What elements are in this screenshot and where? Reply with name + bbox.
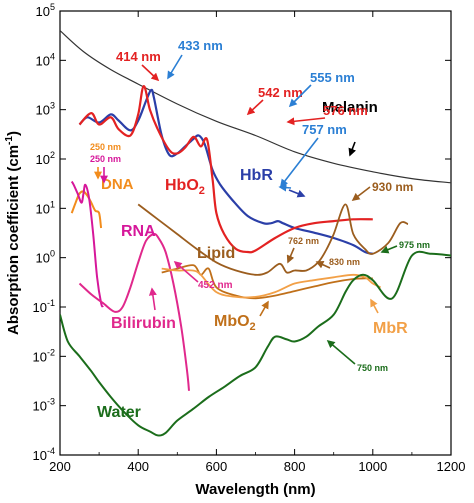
y-tick-label: 102 — [36, 150, 55, 167]
y-tick-label: 10-1 — [33, 298, 55, 315]
series-label: MbO2 — [214, 313, 256, 333]
annotation-arrow — [278, 183, 292, 192]
plot-frame — [59, 10, 452, 456]
annotation-arrow — [167, 54, 183, 80]
series-line-hbo2 — [78, 84, 373, 254]
annotation-arrow — [280, 137, 319, 188]
annotation-label: 250 nm — [90, 142, 121, 152]
x-tick-label: 800 — [284, 459, 306, 474]
annotation-label: 452 nm — [198, 280, 233, 291]
series-label: Water — [97, 404, 141, 421]
annotation-label: 250 nm — [90, 154, 121, 164]
annotation-label: 762 nm — [288, 236, 319, 246]
x-tick-label: 400 — [127, 459, 149, 474]
annotation-arrow — [259, 300, 269, 317]
series-line-mbo2 — [161, 264, 373, 300]
y-tick-label: 10-2 — [33, 347, 55, 364]
annotation-arrow — [148, 287, 157, 311]
annotation-label: 542 nm — [258, 85, 303, 100]
x-axis-title: Wavelength (nm) — [195, 481, 315, 498]
annotation-arrow — [326, 339, 356, 365]
series-label: RNA — [121, 223, 156, 240]
annotation-label: 555 nm — [310, 70, 355, 85]
annotation-arrow — [246, 99, 264, 116]
annotation-label: 750 nm — [357, 363, 388, 373]
annotation-arrow — [173, 260, 199, 283]
series-label: HbO2 — [165, 177, 205, 197]
series-line-lipid — [137, 203, 409, 276]
annotation-arrow — [141, 64, 160, 82]
y-tick-label: 10-4 — [33, 446, 55, 463]
series-label: Melanin — [322, 99, 378, 116]
y-tick-label: 104 — [36, 51, 55, 68]
x-tick-label: 200 — [49, 459, 71, 474]
series-line-mbr — [161, 267, 382, 299]
annotation-arrow — [370, 298, 379, 314]
annotation-label: 830 nm — [329, 257, 360, 267]
y-tick-label: 100 — [36, 249, 55, 266]
annotation-arrow — [351, 186, 371, 201]
annotation-label: 433 nm — [178, 38, 223, 53]
x-tick-label: 600 — [206, 459, 228, 474]
y-tick-label: 105 — [36, 2, 55, 19]
series-line-water — [60, 250, 451, 437]
annotation-arrow — [380, 245, 398, 254]
annotation-arrow — [286, 247, 295, 264]
annotation-arrow — [348, 141, 357, 157]
series-label: MbR — [373, 320, 408, 337]
y-tick-label: 103 — [36, 101, 55, 118]
y-tick-label: 101 — [36, 199, 55, 216]
series-label: DNA — [101, 176, 134, 193]
y-axis-title: Absorption coefficient (cm-1) — [4, 131, 22, 335]
x-tick-label: 1000 — [358, 459, 387, 474]
annotation-label: 576 nm — [323, 103, 368, 118]
series-line-melanin — [60, 30, 451, 184]
series-label: Bilirubin — [111, 315, 176, 332]
series-label: HbR — [240, 167, 273, 184]
annotation-label: 757 nm — [302, 122, 347, 137]
series-line-bilirubin — [78, 233, 190, 391]
annotation-arrow — [315, 261, 331, 269]
annotation-arrow — [288, 84, 312, 108]
annotation-arrow — [286, 117, 326, 126]
x-tick-label: 1200 — [437, 459, 466, 474]
annotation-label: 975 nm — [399, 240, 430, 250]
series-line-dna — [70, 190, 103, 229]
series-line-rna — [70, 180, 104, 308]
y-tick-label: 10-3 — [33, 397, 55, 414]
annotation-arrow — [288, 189, 306, 198]
annotation-label: 414 nm — [116, 49, 161, 64]
annotation-label: 930 nm — [372, 180, 413, 194]
series-label: Lipid — [197, 245, 235, 262]
